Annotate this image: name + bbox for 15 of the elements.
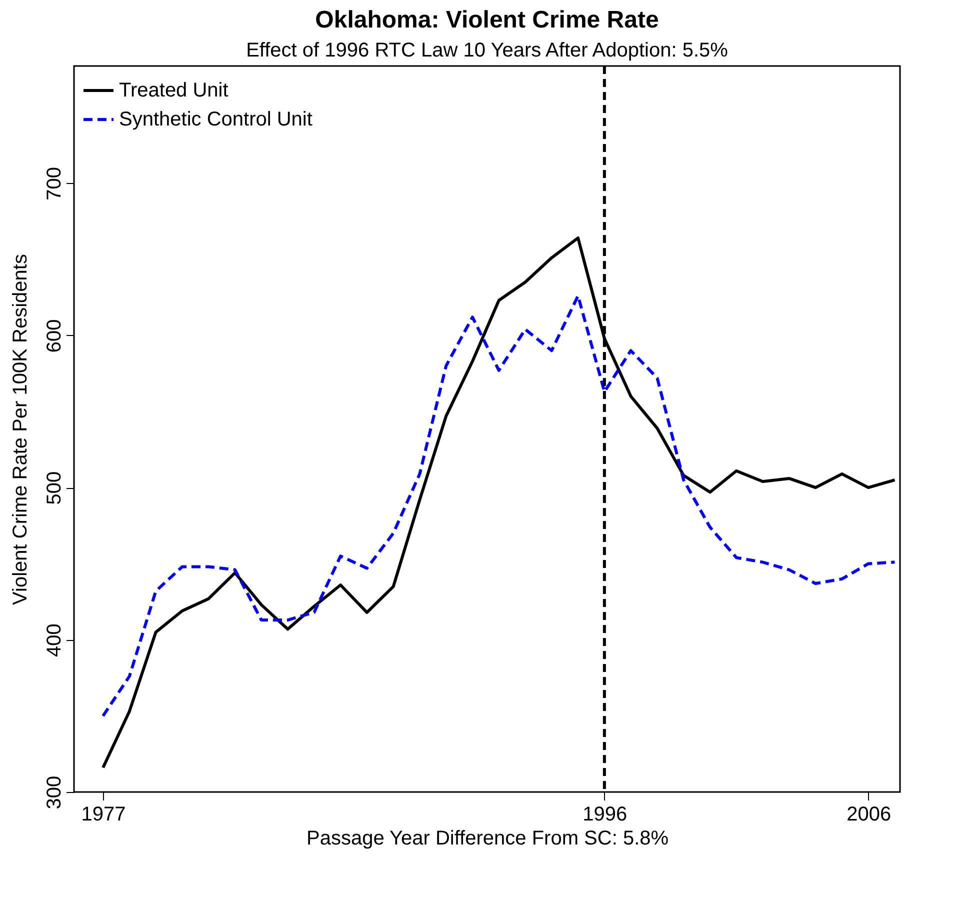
y-tick-label: 300: [44, 776, 66, 810]
x-tick-label: 2006: [846, 804, 892, 826]
y-tick-label: 500: [44, 471, 66, 505]
chart-title: Oklahoma: Violent Crime Rate: [315, 6, 659, 34]
x-tick-label: 1996: [582, 804, 628, 826]
y-axis-title: Violent Crime Rate Per 100K Residents: [10, 254, 32, 605]
y-tick-label: 700: [44, 167, 66, 200]
y-tick-label: 600: [44, 319, 66, 353]
legend-label: Synthetic Control Unit: [119, 108, 313, 130]
line-series: [102, 294, 896, 718]
legend-label: Treated Unit: [119, 80, 229, 102]
y-tick-label: 400: [44, 624, 66, 657]
x-tick-label: 1977: [81, 804, 126, 826]
x-axis-title: Passage Year Difference From SC: 5.8%: [306, 828, 669, 850]
chart-subtitle: Effect of 1996 RTC Law 10 Years After Adoption: 5.5%: [246, 40, 728, 62]
